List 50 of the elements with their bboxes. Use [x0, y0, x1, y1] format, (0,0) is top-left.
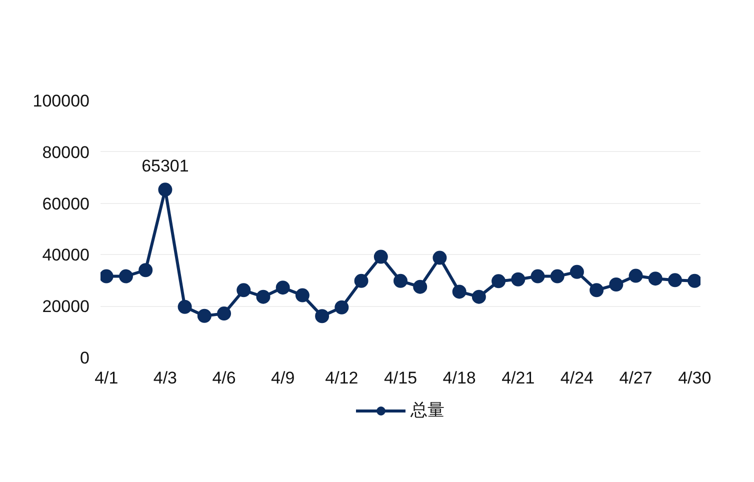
point [334, 300, 349, 314]
point [256, 290, 270, 304]
point [472, 290, 486, 304]
point [158, 182, 172, 197]
x-tick-label: 4/30 [678, 368, 712, 388]
y-tick-label: 100000 [32, 92, 90, 110]
annotation: 65301 [142, 156, 189, 176]
point [236, 283, 251, 298]
point [492, 274, 506, 288]
point [394, 274, 408, 288]
point [570, 264, 584, 279]
point [197, 308, 212, 323]
x-tick-label: 4/21 [502, 368, 535, 388]
point [648, 272, 662, 286]
y-tick-label: 20000 [42, 297, 90, 316]
x-tick-label: 4/6 [212, 368, 236, 388]
y-tick-label: 0 [80, 348, 90, 368]
point [138, 263, 153, 278]
x-tick-label: 4/1 [94, 368, 118, 388]
y-tick-label: 80000 [42, 142, 90, 162]
point [550, 269, 564, 284]
point [413, 280, 428, 294]
x-tick-label: 4/12 [325, 368, 358, 388]
point [511, 272, 526, 286]
point [276, 280, 290, 295]
x-tick-label: 4/24 [560, 368, 594, 388]
point [315, 309, 330, 324]
x-tick-label: 4/3 [153, 368, 178, 388]
point [668, 273, 682, 288]
x-tick-label: 4/27 [619, 368, 652, 388]
y-tick-label: 60000 [42, 194, 90, 214]
x-tick-label: 4/9 [271, 368, 295, 388]
x-tick-label: 4/18 [442, 368, 476, 388]
point [628, 268, 643, 283]
point [100, 269, 114, 284]
point [354, 274, 368, 288]
point [452, 284, 466, 299]
legend-label: 总量 [410, 400, 444, 422]
point [530, 269, 545, 284]
point [374, 250, 388, 264]
point [432, 250, 447, 265]
point [178, 300, 192, 314]
point [590, 283, 604, 298]
point [609, 278, 624, 292]
point [118, 269, 133, 284]
point [217, 306, 232, 321]
point [295, 288, 310, 302]
point [688, 274, 700, 288]
x-tick-label: 4/15 [384, 368, 418, 388]
y-tick-label: 40000 [42, 246, 90, 265]
